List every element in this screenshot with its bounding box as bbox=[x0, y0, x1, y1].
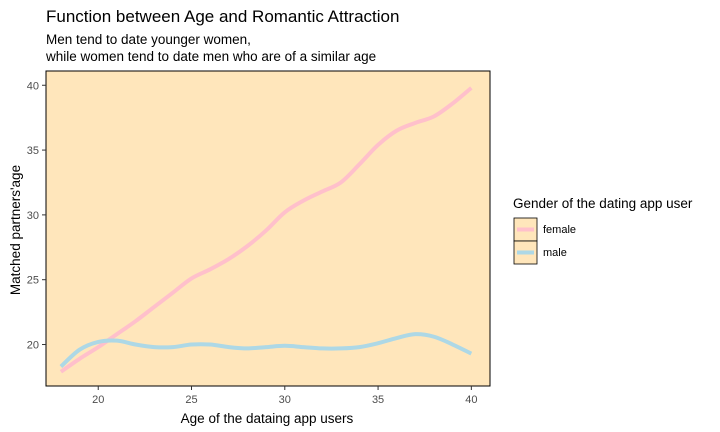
y-axis-title: Matched partners'age bbox=[8, 165, 23, 295]
legend-label-male: male bbox=[543, 247, 567, 259]
legend-label-female: female bbox=[543, 224, 576, 236]
x-tick-label: 25 bbox=[185, 394, 197, 406]
legend: Gender of the dating app user female mal… bbox=[513, 196, 693, 265]
series-line-female bbox=[59, 86, 473, 374]
series-line-male bbox=[59, 332, 473, 369]
y-tick-label: 30 bbox=[27, 210, 39, 222]
legend-title: Gender of the dating app user bbox=[513, 196, 693, 211]
y-tick-label: 20 bbox=[27, 340, 39, 352]
x-tick-label: 35 bbox=[372, 394, 384, 406]
y-tick-label: 25 bbox=[27, 275, 39, 287]
y-tick-label: 35 bbox=[27, 145, 39, 157]
chart-subtitle-line-2: while women tend to date men who are of … bbox=[45, 49, 376, 64]
chart-title: Function between Age and Romantic Attrac… bbox=[46, 7, 399, 26]
y-tick-label: 40 bbox=[27, 80, 39, 92]
chart-subtitle-line-1: Men tend to date younger women, bbox=[46, 32, 251, 47]
x-axis-title: Age of the dataing app users bbox=[181, 411, 354, 426]
x-tick-label: 40 bbox=[465, 394, 477, 406]
x-tick-label: 20 bbox=[92, 394, 104, 406]
x-tick-label: 30 bbox=[279, 394, 291, 406]
